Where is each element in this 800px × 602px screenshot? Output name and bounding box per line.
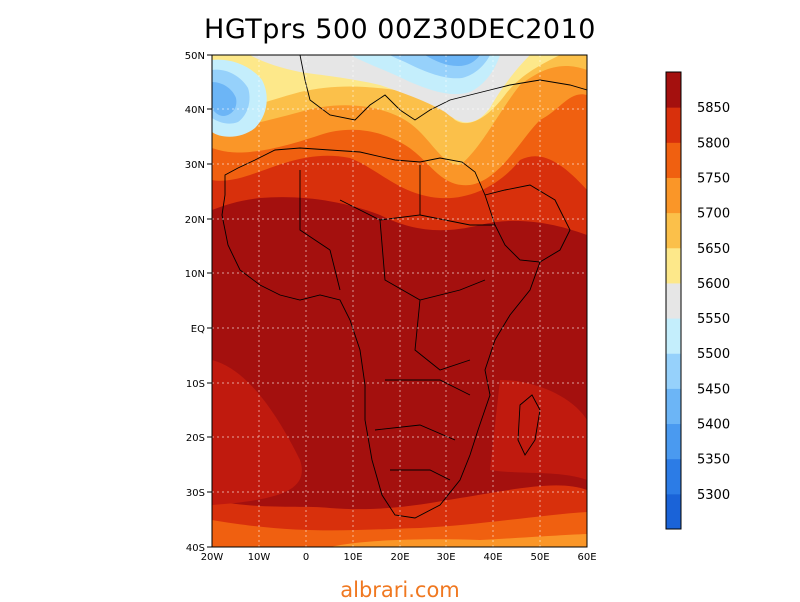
height-field bbox=[212, 55, 587, 547]
madagascar-coastline bbox=[517, 394, 541, 456]
colorbar-swatch bbox=[666, 142, 681, 178]
country-borders bbox=[299, 165, 495, 481]
colorbar-swatch bbox=[666, 282, 681, 319]
lat-axis: 50N 40N 30N 20N 10N EQ 10S 20S 30S 40S bbox=[185, 51, 205, 554]
axis-ticks bbox=[207, 54, 212, 548]
colorbar: 5850 5800 5750 5700 5650 5600 5550 5500 5450 5400… bbox=[665, 71, 730, 530]
lat-label: 40N bbox=[185, 105, 205, 116]
watermark-text: albrari.com bbox=[340, 578, 460, 602]
colorbar-label: 5750 bbox=[697, 171, 730, 186]
map-frame bbox=[211, 54, 588, 548]
lon-label: 10W bbox=[248, 552, 271, 563]
colorbar-swatch bbox=[666, 423, 681, 460]
colorbar-label: 5300 bbox=[697, 488, 730, 503]
colorbar-label: 5350 bbox=[697, 453, 730, 468]
lat-label: 10N bbox=[185, 269, 205, 280]
colorbar-swatch bbox=[666, 247, 681, 284]
lat-label: 50N bbox=[185, 51, 205, 62]
lon-label: 30E bbox=[436, 552, 455, 563]
colorbar-label: 5450 bbox=[697, 382, 730, 397]
lat-label: 20S bbox=[186, 433, 205, 444]
colorbar-label: 5550 bbox=[697, 312, 730, 327]
lon-label: 10E bbox=[343, 552, 362, 563]
colorbar-swatch bbox=[666, 318, 681, 354]
colorbar-swatch bbox=[666, 212, 681, 249]
lat-label: EQ bbox=[191, 324, 205, 335]
arabia-coastline bbox=[484, 184, 571, 263]
colorbar-swatch bbox=[666, 107, 681, 143]
lon-label: 50E bbox=[530, 552, 549, 563]
colorbar-swatch bbox=[666, 72, 681, 108]
map-title: HGTprs 500 00Z30DEC2010 bbox=[204, 14, 596, 45]
lat-label: 10S bbox=[186, 379, 205, 390]
field-atlantic-5400 bbox=[212, 82, 237, 116]
lat-label: 30N bbox=[185, 160, 205, 171]
colorbar-label: 5500 bbox=[697, 347, 730, 362]
colorbar-label: 5850 bbox=[697, 101, 730, 116]
colorbar-frame bbox=[665, 71, 682, 530]
lon-label: 0 bbox=[303, 552, 309, 563]
colorbar-label: 5700 bbox=[697, 207, 730, 222]
lon-label: 20W bbox=[201, 552, 224, 563]
lat-label: 30S bbox=[186, 488, 205, 499]
africa-coastline bbox=[221, 147, 541, 519]
colorbar-swatch bbox=[666, 388, 681, 425]
lat-label: 20N bbox=[185, 215, 205, 226]
field-east-5800 bbox=[490, 380, 587, 480]
colorbar-swatch bbox=[666, 177, 681, 214]
colorbar-swatch bbox=[666, 353, 681, 389]
lon-label: 60E bbox=[577, 552, 596, 563]
lon-axis: 20W 10W 0 10E 20E 30E 40E 50E 60E bbox=[201, 552, 597, 563]
colorbar-label: 5600 bbox=[697, 277, 730, 292]
lon-label: 20E bbox=[390, 552, 409, 563]
europe-coastline bbox=[299, 55, 587, 121]
field-west-5800 bbox=[212, 360, 302, 505]
colorbar-swatch bbox=[666, 458, 681, 495]
field-south-5750 bbox=[212, 512, 587, 547]
lon-label: 40E bbox=[483, 552, 502, 563]
colorbar-label: 5650 bbox=[697, 242, 730, 257]
colorbar-label: 5800 bbox=[697, 136, 730, 151]
graticule bbox=[212, 55, 587, 547]
field-south-5700 bbox=[330, 534, 587, 547]
coastlines bbox=[221, 55, 587, 519]
field-north-5400 bbox=[425, 55, 480, 66]
colorbar-label: 5400 bbox=[697, 418, 730, 433]
lat-label: 40S bbox=[186, 543, 205, 554]
colorbar-swatch bbox=[666, 493, 681, 530]
